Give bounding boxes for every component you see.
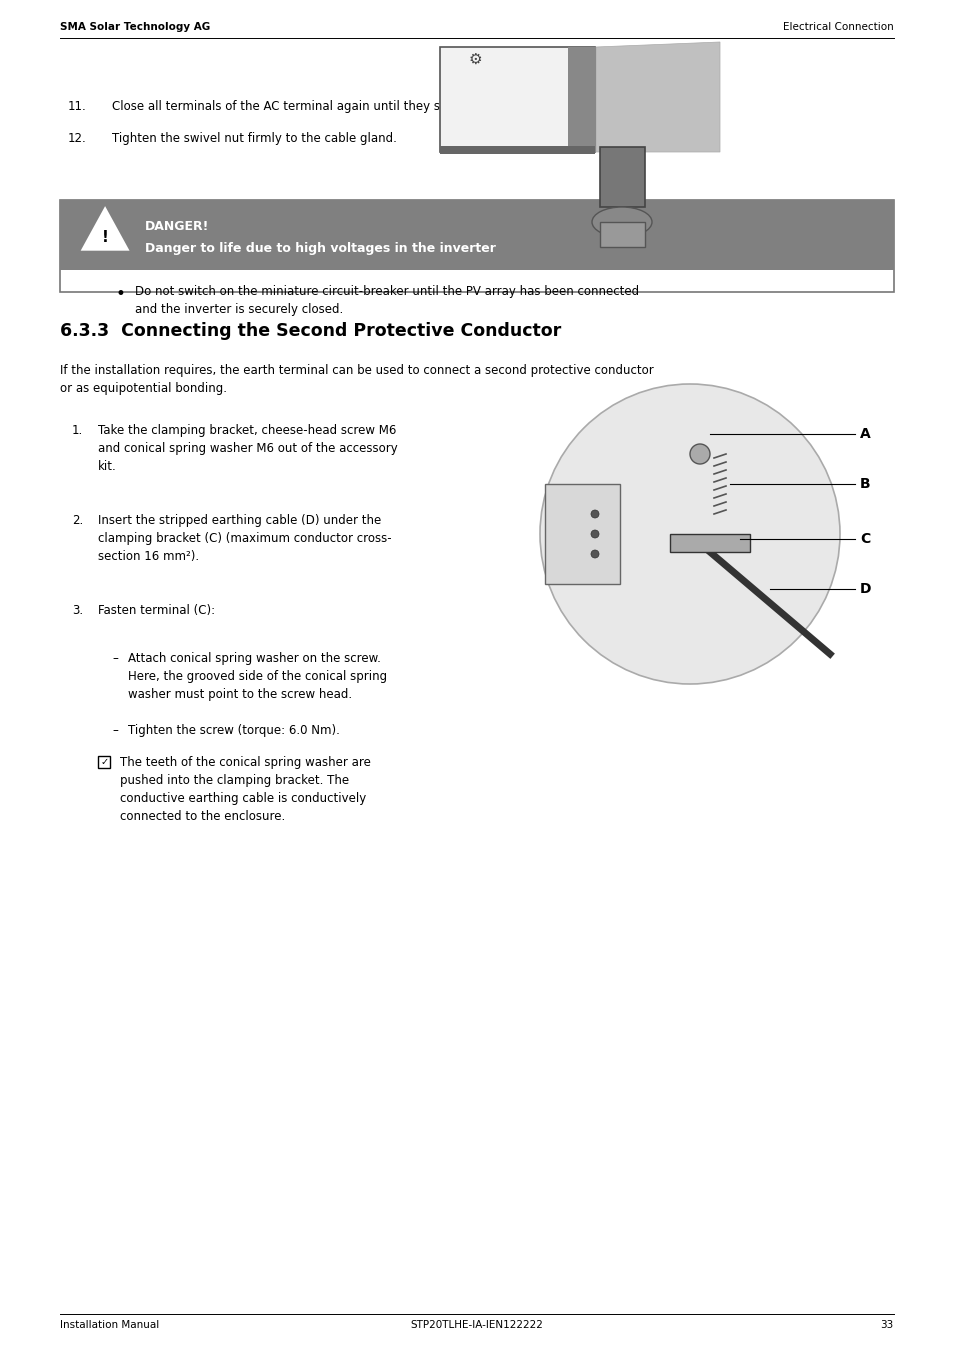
Text: Tighten the swivel nut firmly to the cable gland.: Tighten the swivel nut firmly to the cab… (112, 132, 396, 145)
Text: Take the clamping bracket, cheese-head screw M6
and conical spring washer M6 out: Take the clamping bracket, cheese-head s… (98, 425, 397, 473)
Text: DANGER!: DANGER! (145, 220, 210, 233)
FancyBboxPatch shape (439, 47, 595, 151)
Text: •: • (115, 285, 125, 303)
Circle shape (689, 443, 709, 464)
Text: Tighten the screw (torque: 6.0 Nm).: Tighten the screw (torque: 6.0 Nm). (128, 725, 339, 737)
Text: Electrical Connection: Electrical Connection (782, 22, 893, 32)
FancyBboxPatch shape (544, 484, 619, 584)
Text: 33: 33 (880, 1320, 893, 1330)
FancyBboxPatch shape (599, 222, 644, 247)
Bar (439, 146, 595, 154)
Text: 2.: 2. (72, 514, 83, 527)
Text: 6.3.3  Connecting the Second Protective Conductor: 6.3.3 Connecting the Second Protective C… (60, 322, 560, 339)
Ellipse shape (592, 207, 651, 237)
Text: B: B (859, 477, 870, 491)
FancyBboxPatch shape (60, 200, 893, 292)
Text: 12.: 12. (68, 132, 87, 145)
Polygon shape (596, 42, 720, 151)
Text: C: C (859, 531, 869, 546)
Text: –: – (112, 652, 118, 665)
Circle shape (590, 550, 598, 558)
Text: A: A (859, 427, 870, 441)
Text: STP20TLHE-IA-IEN122222: STP20TLHE-IA-IEN122222 (410, 1320, 543, 1330)
Text: Close all terminals of the AC terminal again until they snap into place.: Close all terminals of the AC terminal a… (112, 100, 528, 114)
Circle shape (539, 384, 840, 684)
Text: Installation Manual: Installation Manual (60, 1320, 159, 1330)
Polygon shape (83, 210, 127, 249)
Text: !: ! (102, 230, 109, 245)
Text: If the installation requires, the earth terminal can be used to connect a second: If the installation requires, the earth … (60, 364, 653, 395)
Bar (60, 200, 893, 270)
Text: Do not switch on the miniature circuit-breaker until the PV array has been conne: Do not switch on the miniature circuit-b… (135, 285, 639, 316)
Text: ⚙: ⚙ (468, 51, 481, 68)
Text: 3.: 3. (72, 604, 83, 617)
Text: Fasten terminal (C):: Fasten terminal (C): (98, 604, 215, 617)
Circle shape (590, 510, 598, 518)
Text: 11.: 11. (68, 100, 87, 114)
Text: SMA Solar Technology AG: SMA Solar Technology AG (60, 22, 210, 32)
Text: ✓: ✓ (100, 757, 108, 767)
Text: Insert the stripped earthing cable (D) under the
clamping bracket (C) (maximum c: Insert the stripped earthing cable (D) u… (98, 514, 392, 562)
FancyBboxPatch shape (98, 756, 110, 768)
Text: Attach conical spring washer on the screw.
Here, the grooved side of the conical: Attach conical spring washer on the scre… (128, 652, 387, 700)
Bar (567, 47, 596, 151)
Text: D: D (859, 581, 871, 596)
Text: 1.: 1. (72, 425, 83, 437)
Text: The teeth of the conical spring washer are
pushed into the clamping bracket. The: The teeth of the conical spring washer a… (120, 756, 371, 823)
Text: Danger to life due to high voltages in the inverter: Danger to life due to high voltages in t… (145, 242, 496, 256)
Text: –: – (112, 725, 118, 737)
Bar (669, 534, 749, 552)
FancyBboxPatch shape (599, 147, 644, 207)
Circle shape (590, 530, 598, 538)
